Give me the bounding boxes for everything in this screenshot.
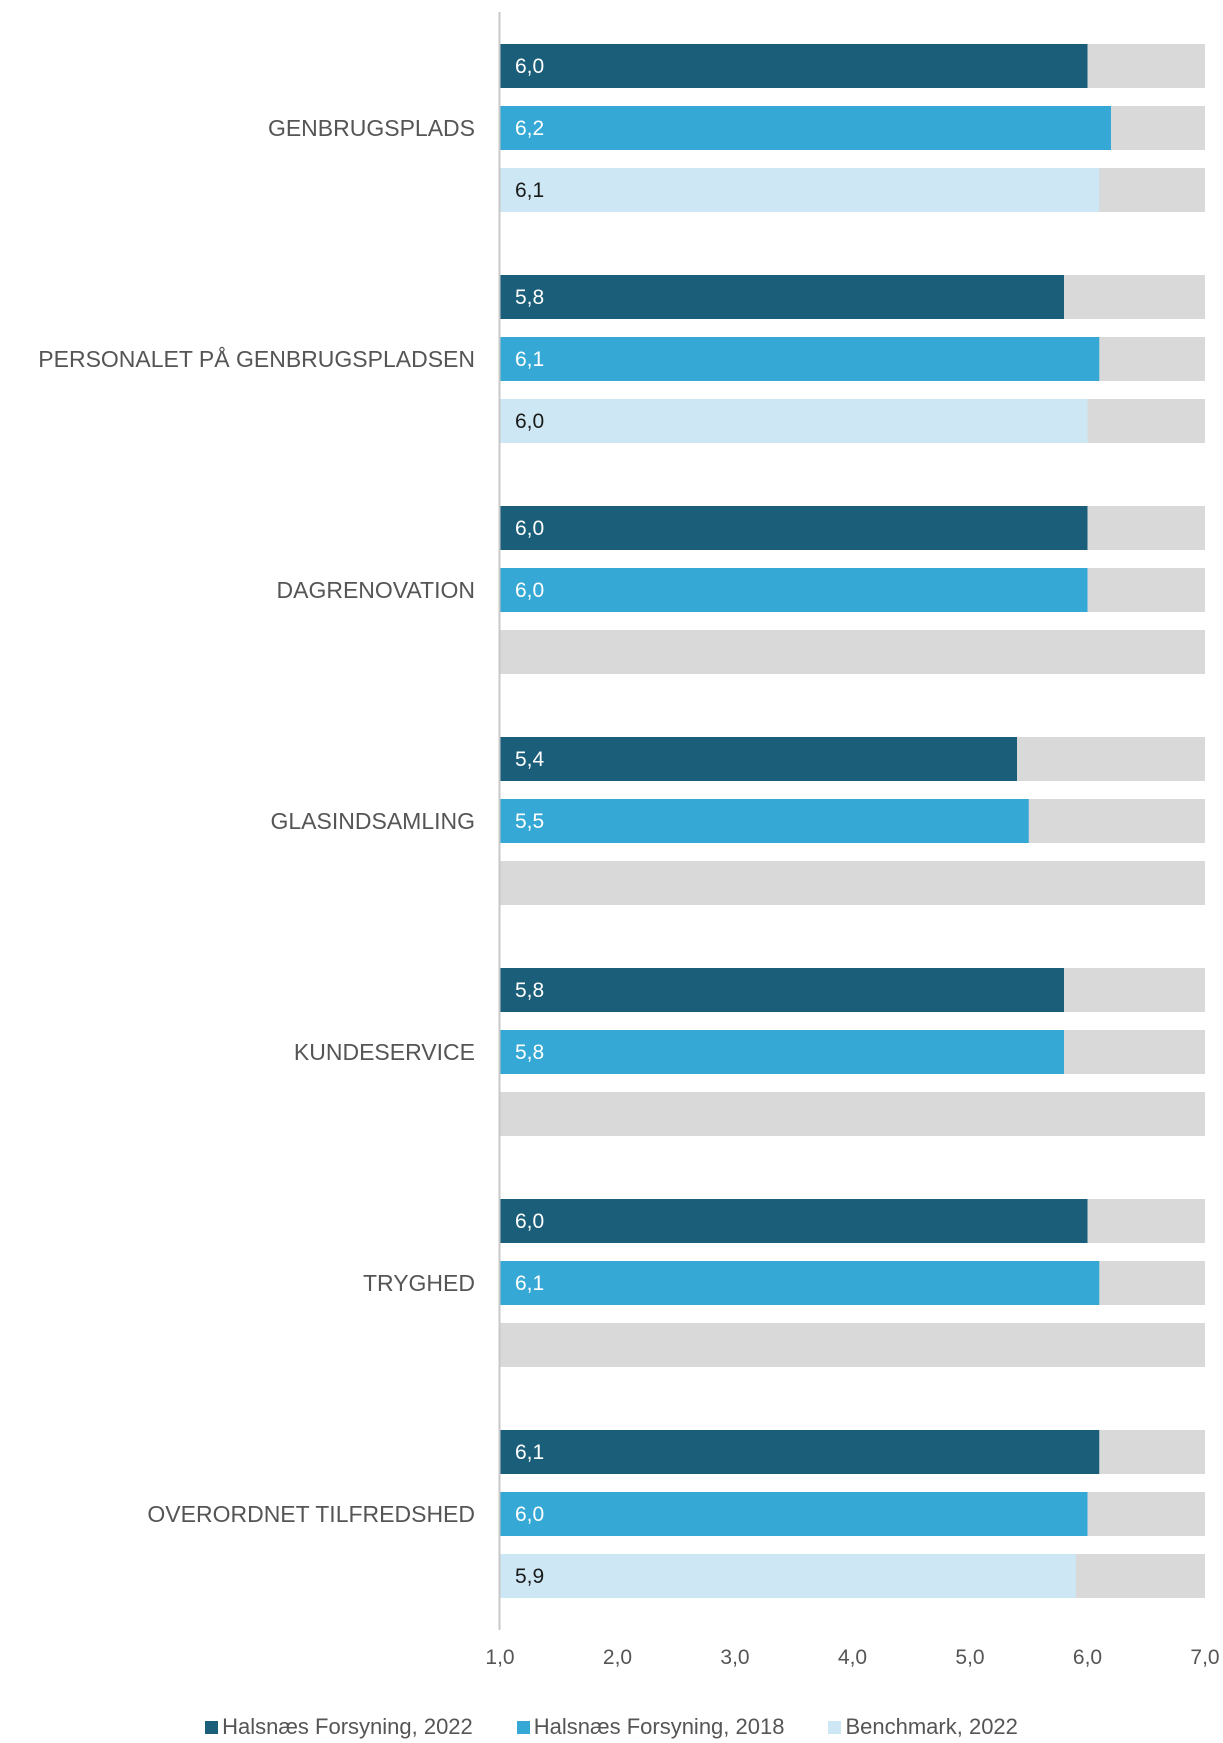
- x-tick-label-4: 4,0: [838, 1646, 867, 1669]
- bar-glasindsamling-series-1: [500, 737, 1017, 781]
- legend-swatch-series-3: [828, 1720, 842, 1734]
- bar-dagrenovation-series-1: [500, 506, 1088, 550]
- data-label-glasindsamling-series-1: 5,4: [515, 748, 545, 771]
- x-tick-label-3: 3,0: [720, 1646, 749, 1669]
- data-label-personalet-p-genbrugspladsen-series-1: 5,8: [515, 286, 544, 309]
- category-label-overordnet-tilfredshed: OVERORDNET TILFREDSHED: [147, 1501, 475, 1527]
- bar-tryghed-series-2: [500, 1261, 1100, 1305]
- data-label-glasindsamling-series-2: 5,5: [515, 810, 544, 833]
- x-tick-label-7: 7,0: [1190, 1646, 1219, 1669]
- bar-tryghed-series-1: [500, 1199, 1088, 1243]
- legend: Halsnæs Forsyning, 2022 Halsnæs Forsynin…: [0, 1712, 1223, 1742]
- bar-personalet-p-genbrugspladsen-series-2: [500, 337, 1100, 381]
- data-label-overordnet-tilfredshed-series-3: 5,9: [515, 1565, 544, 1588]
- bar-genbrugsplads-series-2: [500, 106, 1111, 150]
- bar-overordnet-tilfredshed-series-1: [500, 1430, 1100, 1474]
- x-tick-label-2: 2,0: [603, 1646, 632, 1669]
- bar-personalet-p-genbrugspladsen-series-3: [500, 399, 1088, 443]
- legend-item-series-1: Halsnæs Forsyning, 2022: [205, 1714, 473, 1740]
- category-label-kundeservice: KUNDESERVICE: [294, 1039, 475, 1065]
- bar-background-glasindsamling-3: [500, 861, 1205, 905]
- bar-glasindsamling-series-2: [500, 799, 1029, 843]
- bar-kundeservice-series-1: [500, 968, 1064, 1012]
- legend-swatch-series-1: [205, 1720, 219, 1734]
- data-label-dagrenovation-series-2: 6,0: [515, 579, 544, 602]
- category-label-tryghed: TRYGHED: [363, 1270, 475, 1296]
- data-label-personalet-p-genbrugspladsen-series-2: 6,1: [515, 348, 544, 371]
- data-label-genbrugsplads-series-3: 6,1: [515, 179, 544, 202]
- x-tick-label-6: 6,0: [1073, 1646, 1102, 1669]
- legend-label-series-3: Benchmark, 2022: [845, 1714, 1018, 1739]
- bar-background-kundeservice-3: [500, 1092, 1205, 1136]
- bar-background-tryghed-3: [500, 1323, 1205, 1367]
- data-label-overordnet-tilfredshed-series-1: 6,1: [515, 1441, 544, 1464]
- data-label-dagrenovation-series-1: 6,0: [515, 517, 544, 540]
- legend-label-series-2: Halsnæs Forsyning, 2018: [533, 1714, 785, 1739]
- category-label-dagrenovation: DAGRENOVATION: [277, 577, 476, 603]
- legend-swatch-series-2: [516, 1720, 530, 1734]
- data-label-kundeservice-series-1: 5,8: [515, 979, 544, 1002]
- data-label-overordnet-tilfredshed-series-2: 6,0: [515, 1503, 544, 1526]
- bar-background-dagrenovation-3: [500, 630, 1205, 674]
- bar-overordnet-tilfredshed-series-2: [500, 1492, 1088, 1536]
- data-label-genbrugsplads-series-2: 6,2: [515, 117, 544, 140]
- data-label-personalet-p-genbrugspladsen-series-3: 6,0: [515, 410, 544, 433]
- x-tick-label-1: 1,0: [485, 1646, 514, 1669]
- legend-label-series-1: Halsnæs Forsyning, 2022: [222, 1714, 473, 1739]
- x-tick-label-5: 5,0: [955, 1646, 984, 1669]
- data-label-tryghed-series-2: 6,1: [515, 1272, 544, 1295]
- bar-genbrugsplads-series-3: [500, 168, 1100, 212]
- bar-dagrenovation-series-2: [500, 568, 1088, 612]
- bar-kundeservice-series-2: [500, 1030, 1064, 1074]
- category-label-genbrugsplads: GENBRUGSPLADS: [268, 115, 475, 141]
- legend-item-series-2: Halsnæs Forsyning, 2018: [516, 1714, 785, 1740]
- data-label-tryghed-series-1: 6,0: [515, 1210, 544, 1233]
- data-label-kundeservice-series-2: 5,8: [515, 1041, 544, 1064]
- bar-genbrugsplads-series-1: [500, 44, 1088, 88]
- legend-item-series-3: Benchmark, 2022: [828, 1714, 1018, 1740]
- data-label-genbrugsplads-series-1: 6,0: [515, 55, 544, 78]
- bar-personalet-p-genbrugspladsen-series-1: [500, 275, 1064, 319]
- bar-overordnet-tilfredshed-series-3: [500, 1554, 1076, 1598]
- category-label-personalet-p-genbrugspladsen: PERSONALET PÅ GENBRUGSPLADSEN: [38, 345, 475, 372]
- category-label-glasindsamling: GLASINDSAMLING: [271, 808, 476, 834]
